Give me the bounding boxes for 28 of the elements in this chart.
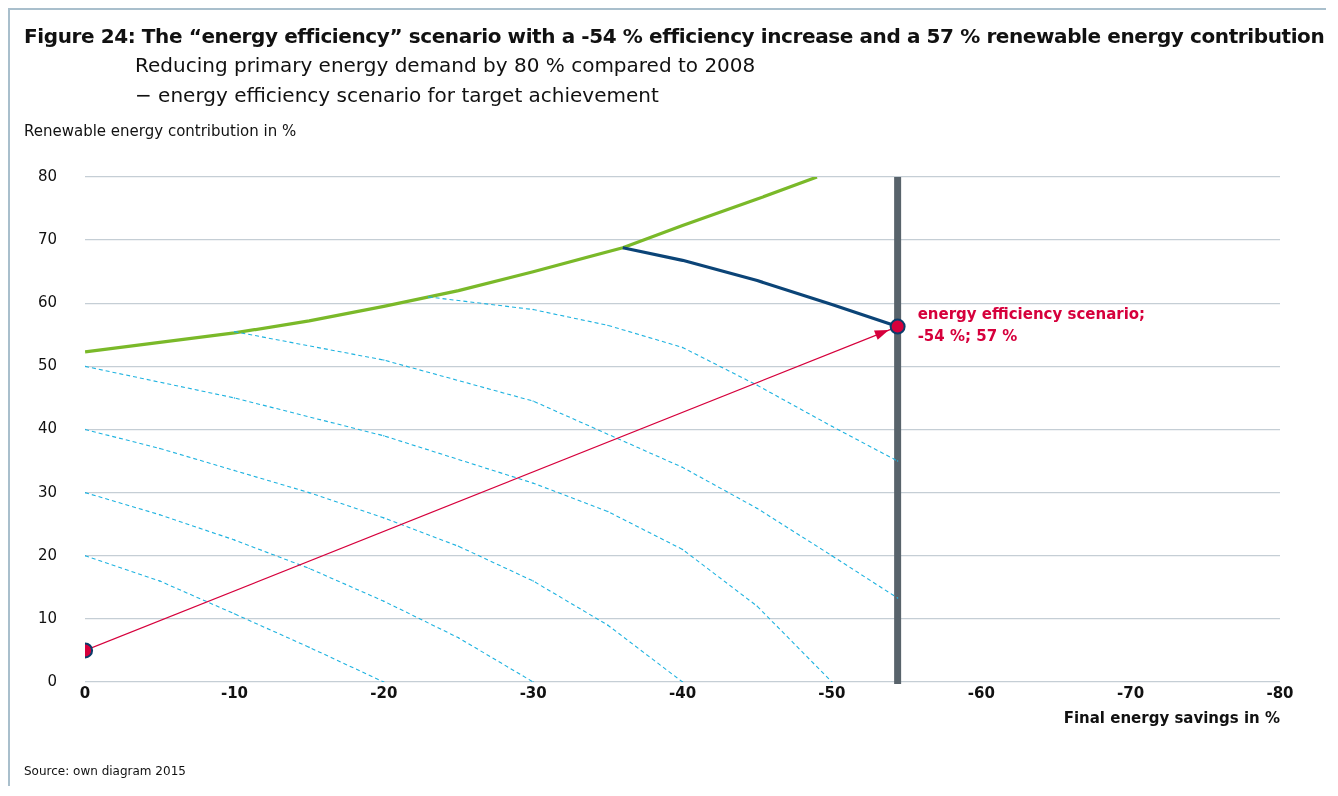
y-tick-label: 30 bbox=[37, 482, 58, 501]
line-series bbox=[428, 296, 899, 462]
chart-title: Figure 24: The “energy efficiency” scenario with a -54 % efficiency increase and a 57 % renewable energy contribution bbox=[23, 23, 1326, 48]
y-tick-label: 0 bbox=[47, 671, 58, 690]
x-tick-label: 0 bbox=[79, 683, 91, 702]
y-tick-label: 80 bbox=[37, 166, 58, 185]
annotation: energy efficiency scenario; -54 %; 57 % bbox=[917, 305, 1146, 346]
line-series bbox=[85, 555, 385, 682]
y-tick-label: 60 bbox=[37, 293, 58, 312]
y-axis-title: Renewable energy contribution in % bbox=[23, 121, 298, 140]
y-tick-label: 50 bbox=[37, 356, 58, 375]
x-tick-label: -40 bbox=[668, 683, 697, 702]
y-tick-label: 70 bbox=[37, 230, 58, 249]
x-tick-label: -50 bbox=[818, 683, 846, 702]
x-tick-label: -20 bbox=[370, 683, 398, 702]
y-tick-label: 20 bbox=[37, 545, 58, 564]
x-tick-label: -60 bbox=[967, 683, 995, 702]
x-axis-title: Final energy savings in % bbox=[1063, 709, 1280, 728]
x-tick-label: -30 bbox=[519, 683, 547, 702]
source-note: Source: own diagram 2015 bbox=[24, 764, 186, 778]
line-series bbox=[85, 428, 684, 682]
chart-subtitle: Reducing primary energy demand by 80 % compared to 2008 − energy efficiency scenario for target achievement bbox=[134, 52, 757, 109]
y-tick-label: 40 bbox=[37, 419, 58, 438]
x-tick-label: -10 bbox=[220, 683, 249, 702]
line-series bbox=[85, 492, 534, 682]
x-tick-label: -80 bbox=[1266, 683, 1294, 702]
x-tick-label: -70 bbox=[1117, 683, 1145, 702]
y-tick-label: 10 bbox=[37, 608, 58, 627]
